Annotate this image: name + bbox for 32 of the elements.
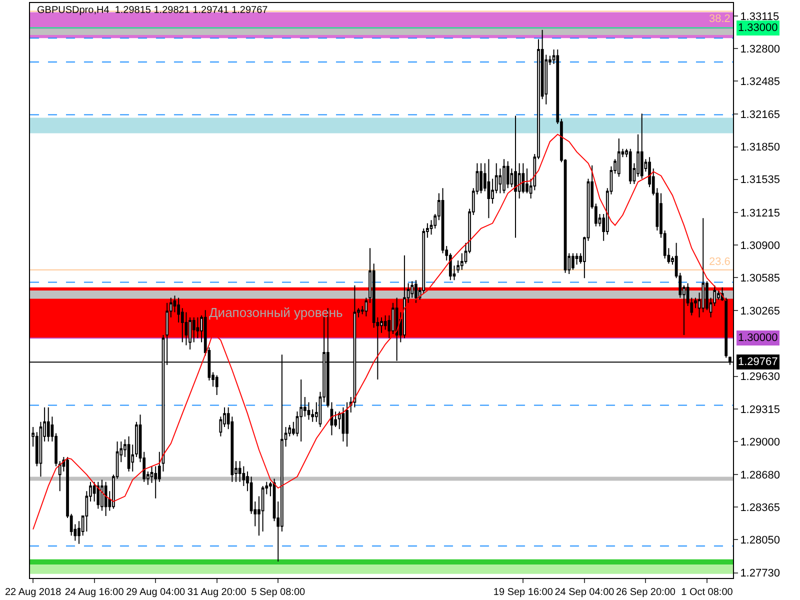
y-tick-label: 1.33115 xyxy=(740,10,780,23)
y-tick-label: 1.32800 xyxy=(740,43,780,56)
y-tick-label: 1.27730 xyxy=(740,568,780,580)
y-tick-label: 1.30265 xyxy=(740,306,780,318)
x-tick-label: 22 Aug 2018 xyxy=(4,587,62,598)
x-tick-label: 24 Aug 16:00 xyxy=(64,587,124,598)
y-tick-label: 1.29315 xyxy=(740,404,780,416)
y-tick-label: 1.29630 xyxy=(740,371,780,384)
x-tick-label: 19 Sep 16:00 xyxy=(493,587,554,598)
chart-title: GBPUSDpro,H4 1.29815 1.29821 1.29741 1.29767 xyxy=(37,5,268,16)
y-tick-label: 1.28680 xyxy=(740,469,780,482)
y-tick-label: 1.30900 xyxy=(740,240,780,252)
ref-line-label: 1.33000 xyxy=(738,22,778,34)
x-tick-label: 29 Aug 04:00 xyxy=(126,587,186,598)
y-tick-label: 1.28365 xyxy=(740,502,780,514)
y-tick-label: 1.30585 xyxy=(740,272,780,284)
y-tick-label: 1.32165 xyxy=(740,109,780,122)
y-tick-label: 1.31535 xyxy=(740,174,780,186)
x-tick-label: 24 Sep 04:00 xyxy=(554,587,615,598)
x-tick-label: 31 Aug 20:00 xyxy=(187,587,247,598)
annotation: 23.6 xyxy=(709,256,730,268)
y-tick-label: 1.31215 xyxy=(740,207,780,220)
y-tick-label: 1.28050 xyxy=(740,534,780,547)
ref-line-label: 1.30000 xyxy=(738,332,778,344)
y-tick-label: 1.32485 xyxy=(740,76,780,88)
x-tick-label: 26 Sep 20:00 xyxy=(616,587,676,598)
annotation: 38.2 xyxy=(709,13,730,25)
x-tick-label: 5 Sep 08:00 xyxy=(251,587,306,598)
ref-line-label: 1.29767 xyxy=(738,356,778,368)
x-tick-label: 1 Oct 08:00 xyxy=(681,587,734,598)
y-tick-label: 1.31850 xyxy=(740,142,780,154)
y-tick-label: 1.29000 xyxy=(740,436,780,448)
